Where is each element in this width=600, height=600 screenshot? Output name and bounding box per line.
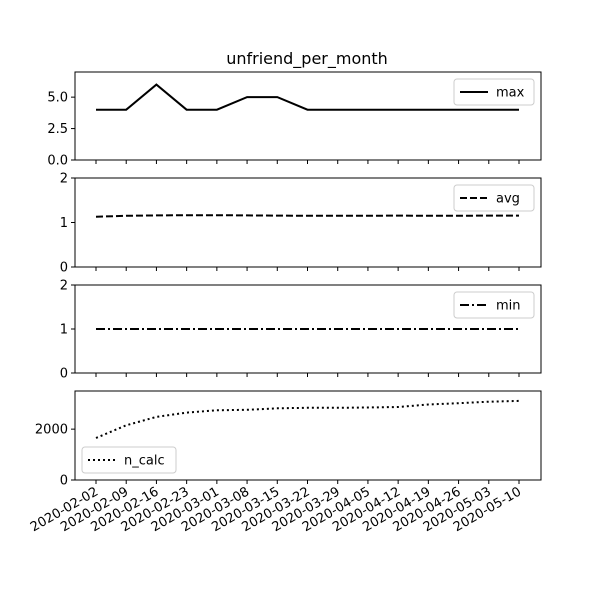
legend-label: avg — [496, 192, 520, 207]
x-axis-labels: 2020-02-022020-02-092020-02-162020-02-23… — [28, 484, 524, 535]
legend-label: max — [496, 86, 525, 101]
legend-label: n_calc — [124, 454, 165, 469]
panel-avg: 0 1 2 avg — [60, 172, 542, 276]
legend-max: max — [453, 78, 535, 106]
chart-title: unfriend_per_month — [226, 49, 388, 69]
panel-max: 0.0 2.5 5.0 max — [47, 71, 542, 169]
legend-min: min — [453, 291, 535, 319]
y-tick-label: 1 — [60, 323, 68, 338]
y-tick-label: 0 — [60, 474, 68, 489]
legend-box — [453, 184, 535, 212]
legend-n_calc: n_calc — [81, 446, 177, 474]
y-tick-label: 0.0 — [47, 154, 68, 169]
y-tick-label: 0 — [60, 261, 68, 276]
legend-box — [453, 78, 535, 106]
panel-min: 0 1 2 min — [60, 279, 542, 382]
series-line-n_calc — [95, 399, 520, 439]
legend-box — [453, 291, 535, 319]
y-tick-label: 5.0 — [47, 91, 68, 106]
y-tick-label: 2 — [60, 279, 68, 294]
y-tick-label: 2.5 — [47, 122, 68, 137]
legend-box — [81, 446, 177, 474]
legend-label: min — [496, 299, 521, 314]
y-tick-label: 2 — [60, 172, 68, 187]
y-tick-label: 0 — [60, 367, 68, 382]
legend-avg: avg — [453, 184, 535, 212]
series-line-avg — [95, 214, 519, 218]
panel-n_calc: 0 2000 n_calc — [35, 390, 542, 489]
y-tick-label: 2000 — [35, 423, 68, 438]
series-line-max — [96, 83, 519, 111]
y-tick-label: 1 — [60, 216, 68, 231]
